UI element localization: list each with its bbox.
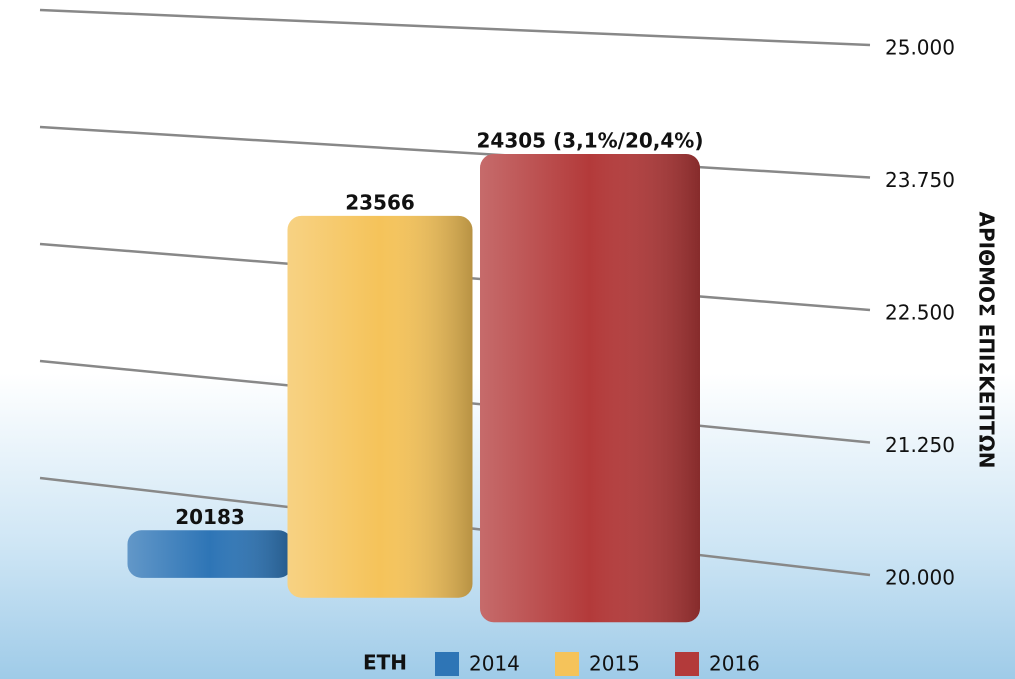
y-tick-label: 21.250 [885,433,955,457]
data-label: 24305 (3,1%/20,4%) [477,128,704,152]
y-tick-label: 20.000 [885,566,955,590]
legend-label: 2015 [589,652,640,676]
legend-swatch [555,652,579,676]
legend-label: 2014 [469,652,520,676]
bar-shade [128,530,293,578]
legend-title: ΕΤΗ [363,651,407,675]
legend-label: 2016 [709,652,760,676]
legend-swatch [435,652,459,676]
bar-shade [480,154,700,622]
y-tick-label: 25.000 [885,36,955,60]
y-tick-label: 23.750 [885,168,955,192]
y-axis-title: ΑΡΙΘΜΟΣ ΕΠΙΣΚΕΠΤΩΝ [975,212,999,469]
bar-shade [288,216,473,598]
chart: ΑΡΙΘΜΟΣ ΕΠΙΣΚΕΠΤΩΝ ΕΤΗ 20.000 21.250 22.50… [0,0,1015,679]
data-label: 23566 [345,190,415,214]
data-label: 20183 [175,505,245,529]
y-tick-label: 22.500 [885,301,955,325]
legend-swatch [675,652,699,676]
